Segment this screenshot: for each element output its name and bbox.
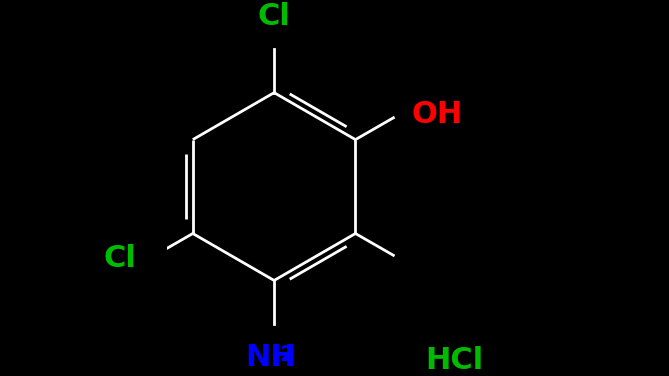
Text: 2: 2	[279, 345, 294, 365]
Text: NH: NH	[246, 343, 296, 371]
Text: Cl: Cl	[258, 2, 290, 30]
Text: OH: OH	[412, 100, 463, 129]
Text: HCl: HCl	[425, 346, 483, 375]
Text: Cl: Cl	[104, 244, 136, 273]
